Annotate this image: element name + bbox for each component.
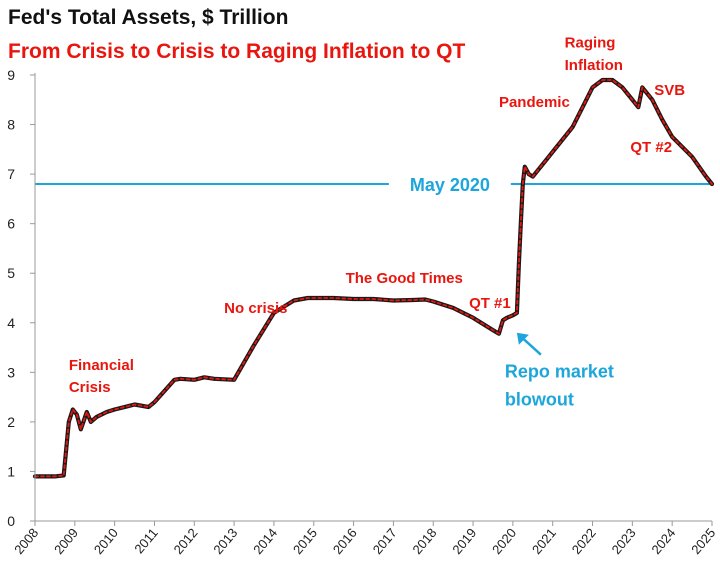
callout-arrow-head [516, 332, 529, 345]
y-tick-label: 6 [7, 216, 15, 232]
series-layer [32, 77, 715, 479]
annotation-label: Financial [69, 357, 134, 374]
chart-subtitle: From Crisis to Crisis to Raging Inflatio… [8, 40, 466, 63]
x-tick-label: 2024 [648, 525, 678, 557]
y-tick-label: 8 [7, 117, 15, 133]
annotation-label: No crisis [224, 300, 287, 317]
y-tick-label: 1 [7, 463, 15, 479]
chart-title: Fed's Total Assets, $ Trillion [8, 6, 289, 29]
y-tick-label: 2 [7, 414, 15, 430]
x-tick-label: 2018 [409, 525, 439, 557]
annotation-label: QT #2 [630, 139, 672, 156]
annotation-label: Crisis [69, 379, 111, 396]
x-tick-label: 2008 [11, 525, 41, 557]
x-tick-label: 2016 [330, 525, 360, 557]
annotation-label: Pandemic [499, 94, 570, 111]
series-line [34, 79, 713, 478]
x-tick-label: 2010 [91, 525, 121, 557]
reference-label-bg [388, 171, 511, 196]
y-tick-label: 7 [7, 166, 15, 182]
reference-layer: May 2020 [35, 171, 712, 196]
x-tick-label: 2023 [609, 525, 639, 557]
x-tick-label: 2025 [688, 525, 718, 557]
reference-label: May 2020 [410, 175, 490, 195]
annotation-layer: Financial Crisis No crisis The Good Times QT… [69, 35, 685, 410]
x-tick-label: 2009 [51, 525, 81, 557]
callout-label: Repo market [505, 362, 614, 382]
x-tick-label: 2013 [210, 525, 240, 557]
x-tick-label: 2022 [569, 525, 599, 557]
x-tick-label: 2012 [171, 525, 201, 557]
x-tick-label: 2017 [370, 525, 400, 557]
y-tick-label: 3 [7, 364, 15, 380]
y-tick-label: 9 [7, 67, 15, 83]
y-tick-label: 5 [7, 265, 15, 281]
annotation-label: Inflation [565, 57, 623, 74]
y-tick-label: 4 [7, 315, 15, 331]
x-tick-label: 2015 [290, 525, 320, 557]
callout-label: blowout [505, 390, 574, 410]
axis-layer: 0 1 2 3 4 5 6 7 8 9 2008 2009 2010 2011 2012 2013 2014 20… [7, 67, 718, 557]
y-tick-label: 0 [7, 513, 15, 529]
annotation-label: QT #1 [469, 295, 511, 312]
x-tick-label: 2021 [529, 525, 559, 557]
annotation-label: Raging [565, 35, 616, 52]
annotation-label: The Good Times [346, 270, 463, 287]
x-tick-label: 2020 [489, 525, 519, 557]
annotation-label: SVB [654, 82, 685, 99]
x-tick-label: 2011 [131, 525, 160, 556]
x-tick-label: 2014 [250, 525, 280, 557]
x-tick-label: 2019 [449, 525, 479, 557]
